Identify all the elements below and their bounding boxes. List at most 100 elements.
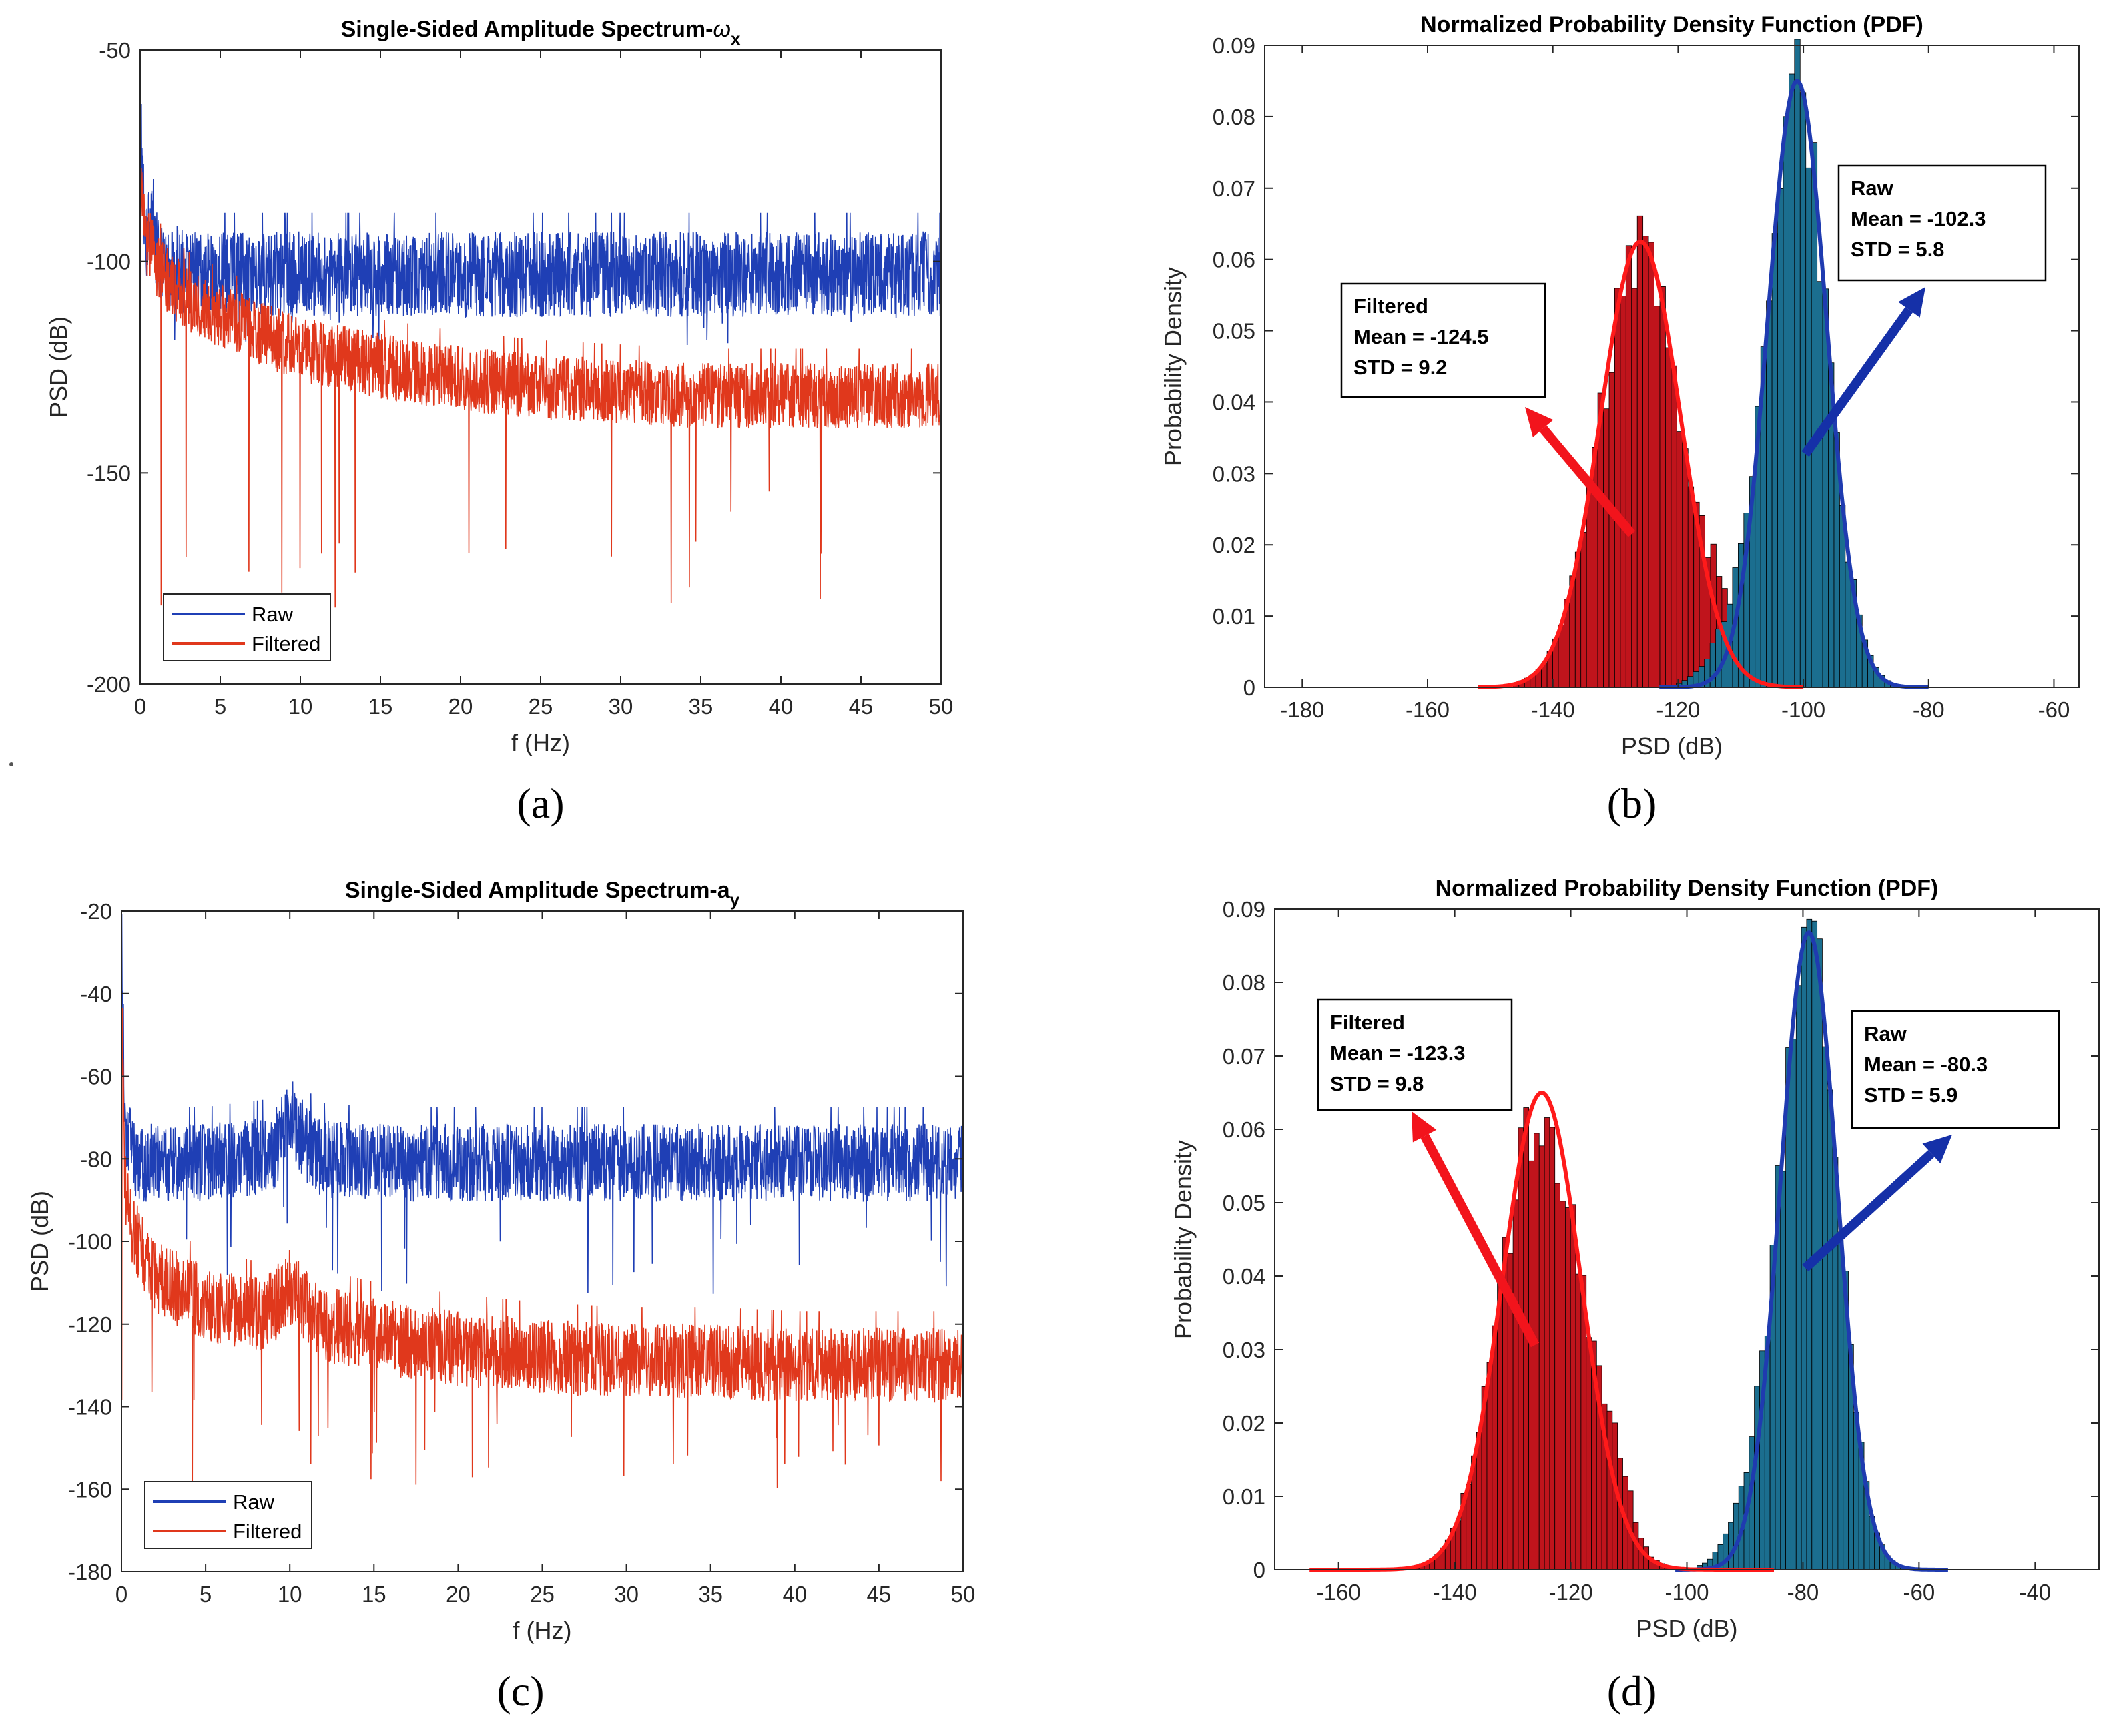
annotation-text: Raw [1851, 176, 1894, 200]
histogram-bar-filtered [1620, 295, 1626, 688]
y-tick-label: 0.02 [1223, 1411, 1265, 1436]
x-tick-label: 20 [446, 1582, 471, 1607]
x-tick-label: 45 [867, 1582, 892, 1607]
y-tick-label: 0.06 [1213, 248, 1255, 272]
x-tick-label: 35 [689, 694, 713, 719]
y-tick-label: -100 [68, 1229, 112, 1254]
annotation-text: Mean = -80.3 [1864, 1053, 1988, 1076]
annotation-box [1340, 282, 1546, 398]
y-tick-label: -60 [80, 1065, 112, 1089]
x-tick-label: -100 [1665, 1580, 1709, 1605]
annotation-arrow [1802, 1150, 1935, 1272]
histogram-bar-raw [1811, 142, 1818, 688]
histogram-bar-filtered [1554, 1183, 1560, 1570]
panel-label: (b) [1607, 780, 1657, 827]
y-axis-label: PSD (dB) [26, 1191, 53, 1292]
x-tick-label: 0 [115, 1582, 127, 1607]
chart-panel-b: Normalized Probability Density Function … [1159, 12, 2080, 827]
y-tick-label: 0.08 [1213, 105, 1255, 129]
histogram-bar-filtered [1676, 431, 1683, 688]
x-tick-label: 25 [530, 1582, 555, 1607]
annotation-text: Mean = -124.5 [1353, 325, 1488, 348]
histogram-bar-filtered [1570, 1204, 1576, 1570]
histogram-bar-filtered [1575, 1273, 1582, 1570]
annotation-arrowhead [1412, 1111, 1437, 1143]
series-line-raw [140, 71, 941, 346]
histogram-bar-raw [1832, 1157, 1839, 1570]
series-line-filtered [140, 112, 941, 608]
series-line-raw [121, 914, 963, 1294]
y-tick-label: 0.03 [1213, 461, 1255, 486]
histogram-bar-filtered [1518, 1127, 1524, 1570]
histogram-bar-raw [1799, 92, 1807, 688]
histogram-bar-raw [1801, 926, 1807, 1570]
x-tick-label: -80 [1787, 1580, 1819, 1605]
y-tick-label: -120 [68, 1312, 112, 1337]
x-tick-label: -120 [1549, 1580, 1593, 1605]
histogram-bar-raw [1788, 73, 1795, 688]
histogram-bar-filtered [1671, 365, 1677, 688]
y-tick-label: -40 [80, 982, 112, 1006]
x-tick-label: 10 [278, 1582, 302, 1607]
y-tick-label: 0 [1243, 675, 1255, 700]
annotation-box [1851, 1010, 2060, 1129]
histogram-bar-filtered [1659, 286, 1666, 688]
chart-title-subscript: y [730, 890, 740, 910]
x-tick-label: -160 [1317, 1580, 1361, 1605]
y-tick-label: 0.07 [1213, 176, 1255, 201]
x-tick-label: -180 [1280, 697, 1324, 722]
x-tick-label: -140 [1433, 1580, 1477, 1605]
histogram-bar-filtered [1614, 288, 1621, 688]
annotation-text: STD = 9.2 [1353, 356, 1447, 379]
panel-label: (d) [1607, 1667, 1657, 1715]
fit-curve-raw [1659, 79, 1929, 689]
histogram-bar-filtered [1606, 1410, 1613, 1570]
histogram-bar-filtered [1580, 531, 1587, 688]
histogram-bar-filtered [1560, 1201, 1566, 1570]
annotation-text: Filtered [1353, 294, 1428, 318]
x-tick-label: -120 [1656, 697, 1700, 722]
histogram-bar-raw [1780, 1171, 1787, 1570]
x-tick-label: -80 [1913, 697, 1945, 722]
annotation-arrowhead [1898, 287, 1925, 318]
x-tick-label: -60 [2038, 697, 2070, 722]
plot-frame [121, 910, 964, 1572]
x-tick-label: 30 [614, 1582, 639, 1607]
chart-panel-a: Single-Sided Amplitude Spectrum-ωx 0 5 10 15… [45, 17, 953, 827]
series-line-filtered [121, 942, 963, 1491]
histogram-bar-filtered [1533, 1133, 1540, 1570]
histogram-bar-filtered [1687, 486, 1695, 688]
x-tick-label: -140 [1531, 697, 1575, 722]
stray-dot [9, 762, 13, 766]
histogram-bar-filtered [1625, 245, 1632, 688]
y-tick-label: 0.04 [1223, 1264, 1265, 1289]
histogram-bar-filtered [1586, 1337, 1592, 1570]
histogram-bar-raw [1754, 1386, 1760, 1570]
histogram-bar-raw [1817, 281, 1823, 688]
histogram-bar-filtered [1665, 347, 1672, 688]
x-tick-label: 5 [214, 694, 226, 719]
y-tick-label: 0.09 [1223, 897, 1265, 922]
x-tick-label: 20 [448, 694, 473, 719]
histogram-bar-raw [1805, 167, 1812, 688]
histogram-bar-raw [1766, 300, 1773, 688]
legend-box [163, 593, 331, 661]
x-tick-label: 50 [951, 1582, 976, 1607]
y-tick-label: 0.02 [1213, 533, 1255, 557]
histogram-bar-raw [1821, 1046, 1828, 1570]
annotation-text: Mean = -123.3 [1330, 1041, 1465, 1065]
histogram-bar-raw [1837, 1240, 1844, 1570]
y-tick-label: -160 [68, 1477, 112, 1502]
legend-box [144, 1481, 312, 1549]
histogram-bar-filtered [1682, 448, 1689, 688]
chart-title: Single-Sided Amplitude Spectrum-ay [345, 878, 740, 910]
histogram-bar-filtered [1654, 306, 1661, 688]
x-tick-label: -160 [1406, 697, 1450, 722]
chart-title: Single-Sided Amplitude Spectrum-ωx [341, 17, 741, 49]
x-tick-label: 5 [200, 1582, 212, 1607]
histogram-bar-raw [1777, 188, 1784, 688]
x-tick-label: 15 [368, 694, 393, 719]
legend-label: Raw [233, 1490, 275, 1514]
legend-label: Filtered [252, 632, 320, 655]
histogram-bar-raw [1715, 628, 1722, 688]
